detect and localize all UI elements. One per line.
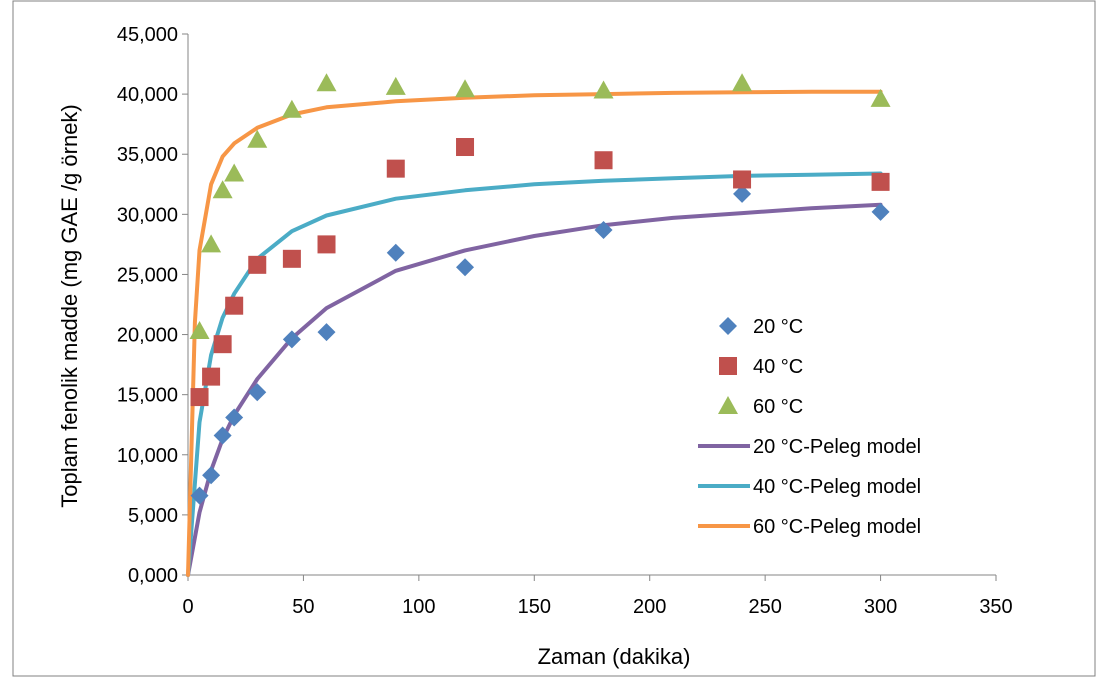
data-point-series-2 [248, 255, 267, 274]
data-point-series-3 [455, 79, 476, 98]
data-point-series-3 [870, 88, 891, 107]
data-point-series-2 [871, 172, 890, 191]
x-tick-label: 300 [864, 596, 897, 618]
data-point-series-2 [225, 296, 244, 315]
data-point-series-2 [202, 367, 221, 386]
data-point-series-3 [281, 99, 302, 118]
data-point-series-1 [282, 330, 301, 349]
data-point-series-1 [248, 383, 267, 402]
y-tick-label: 10,000 [117, 445, 178, 467]
data-point-series-3 [201, 234, 222, 253]
plot-area [186, 73, 891, 577]
data-point-series-1 [213, 426, 232, 445]
y-tick-label: 40,000 [117, 84, 178, 106]
data-point-series-3 [316, 73, 337, 92]
model-line-1 [186, 202, 883, 577]
data-point-series-1 [733, 184, 752, 203]
data-point-series-2 [190, 388, 209, 407]
data-point-series-1 [202, 466, 221, 485]
data-point-series-3 [224, 163, 245, 182]
data-point-series-1 [456, 258, 475, 277]
y-tick-label: 45,000 [117, 24, 178, 46]
x-tick-label: 100 [402, 596, 435, 618]
legend-label: 60 °C [753, 396, 803, 418]
legend-label: 20 °C [753, 316, 803, 338]
axes-group: 0,000 5,000 10,000 15,000 20,000 25,000 30,000… [117, 24, 1013, 618]
y-tick-label: 35,000 [117, 144, 178, 166]
data-point-series-2 [213, 335, 232, 354]
y-tick-label: 20,000 [117, 325, 178, 347]
data-point-series-1 [190, 486, 209, 505]
x-tick-label: 350 [979, 596, 1012, 618]
x-tick-label: 200 [633, 596, 666, 618]
data-point-series-3 [247, 129, 268, 148]
x-tick-label: 250 [748, 596, 781, 618]
data-point-series-1 [871, 202, 890, 221]
data-point-series-2 [386, 159, 405, 178]
legend-label: 40 °C-Peleg model [753, 476, 921, 498]
data-point-series-3 [189, 320, 210, 339]
y-tick-label: 5,000 [128, 505, 178, 527]
data-point-series-3 [385, 76, 406, 95]
data-point-series-1 [317, 323, 336, 342]
data-point-series-3 [593, 80, 614, 99]
legend-marker [718, 396, 738, 414]
legend-label: 60 °C-Peleg model [753, 516, 921, 538]
data-point-series-2 [594, 151, 613, 170]
data-point-series-1 [225, 408, 244, 427]
x-axis-label: Zaman (dakika) [538, 644, 691, 669]
y-axis-label: Toplam fenolik madde (mg GAE /g örnek) [57, 104, 82, 508]
data-point-series-3 [212, 180, 233, 199]
y-tick-label: 30,000 [117, 204, 178, 226]
data-point-series-2 [456, 138, 475, 157]
x-tick-label: 0 [182, 596, 193, 618]
legend-marker [719, 357, 737, 375]
y-tick-label: 25,000 [117, 264, 178, 286]
x-tick-label: 150 [518, 596, 551, 618]
x-tick-label: 50 [292, 596, 314, 618]
y-tick-label: 0,000 [128, 565, 178, 587]
legend-label: 20 °C-Peleg model [753, 436, 921, 458]
data-point-series-1 [594, 220, 613, 239]
legend: 20 °C 40 °C 60 °C 20 °C-Peleg model 40 °C-Pe… [698, 316, 921, 538]
legend-label: 40 °C [753, 356, 803, 378]
data-point-series-2 [317, 235, 336, 254]
legend-marker [719, 317, 737, 335]
data-point-series-1 [386, 243, 405, 262]
model-line-3 [186, 89, 883, 577]
y-tick-label: 15,000 [117, 385, 178, 407]
data-point-series-2 [733, 170, 752, 189]
data-point-series-3 [732, 73, 753, 92]
data-point-series-2 [282, 249, 301, 268]
